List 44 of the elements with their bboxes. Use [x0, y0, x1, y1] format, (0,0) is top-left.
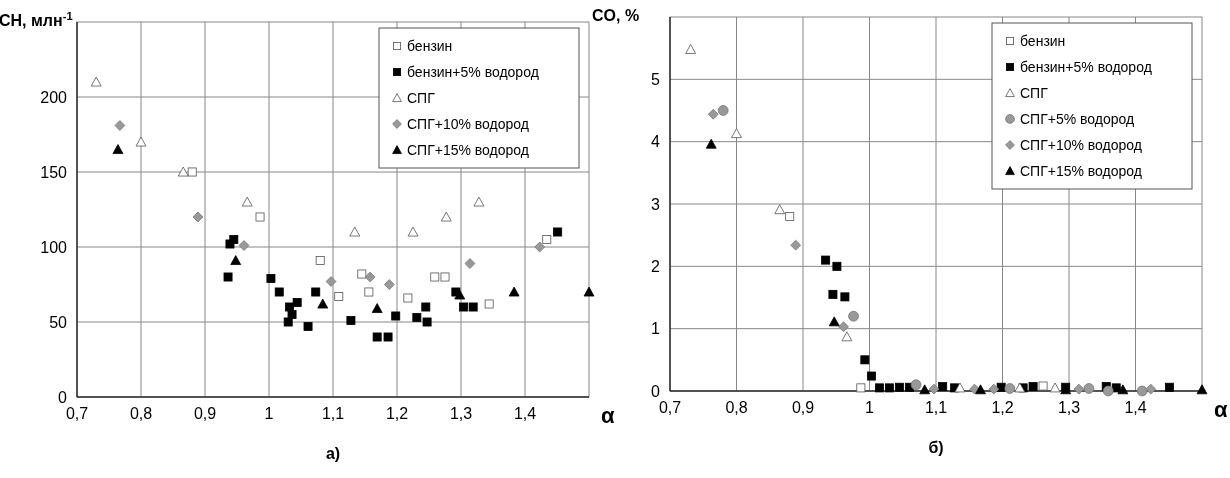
y-tick-label: 5 [651, 70, 661, 88]
legend-label: бензин [407, 37, 453, 54]
x-tick-label: 0,8 [725, 399, 748, 416]
y-tick-label: 4 [651, 133, 661, 151]
x-tick-label: 1,4 [513, 405, 537, 422]
legend-label: СПГ+15% водород [407, 141, 529, 158]
x-tick-label: 1 [264, 405, 274, 422]
legend-label: бензин+5% водород [1020, 58, 1152, 75]
legend-label: СПГ+15% водород [1020, 162, 1142, 179]
x-tick-label: 1 [865, 399, 875, 416]
x-tick-label: 0,8 [129, 405, 153, 422]
legend-label: СПГ [407, 89, 436, 106]
y-axis-title: CH, млн$^{-1}$ [0, 10, 73, 29]
x-tick-label: 0,9 [791, 399, 815, 416]
y-axis-title: CO, % [592, 7, 640, 24]
legend-label: СПГ+5% водород [1020, 110, 1135, 127]
x-axis-title: α [1214, 397, 1228, 422]
x-tick-label: 1,2 [991, 399, 1014, 416]
y-tick-label: 3 [651, 195, 661, 213]
x-tick-label: 1,2 [385, 405, 409, 422]
y-tick-label: 0 [58, 388, 68, 406]
x-tick-label: 1,3 [1057, 399, 1081, 416]
y-tick-label: 50 [49, 313, 68, 331]
x-tick-label: 1,4 [1124, 399, 1147, 416]
y-tick-label: 1 [651, 320, 661, 338]
x-tick-label: 1,3 [449, 405, 473, 422]
x-tick-label: 0,7 [658, 399, 682, 416]
text: б) [928, 439, 944, 456]
y-tick-label: 200 [40, 88, 68, 106]
x-tick-label: 0,7 [65, 405, 89, 422]
legend-label: бензин [1020, 32, 1066, 49]
x-tick-label: 1,1 [924, 399, 948, 416]
y-tick-label: 150 [40, 163, 68, 181]
x-axis-title: α [601, 403, 615, 428]
legend-label: СПГ+10% водород [1020, 136, 1142, 153]
legend-label: СПГ [1020, 84, 1049, 101]
x-tick-label: 0,9 [193, 405, 217, 422]
y-tick-label: 100 [40, 238, 68, 256]
legend-label: бензин+5% водород [407, 63, 539, 80]
text: а) [325, 445, 341, 462]
y-tick-label: 2 [651, 257, 661, 275]
y-tick-label: 0 [651, 382, 661, 400]
legend-label: СПГ+10% водород [407, 115, 529, 132]
x-tick-label: 1,1 [321, 405, 345, 422]
